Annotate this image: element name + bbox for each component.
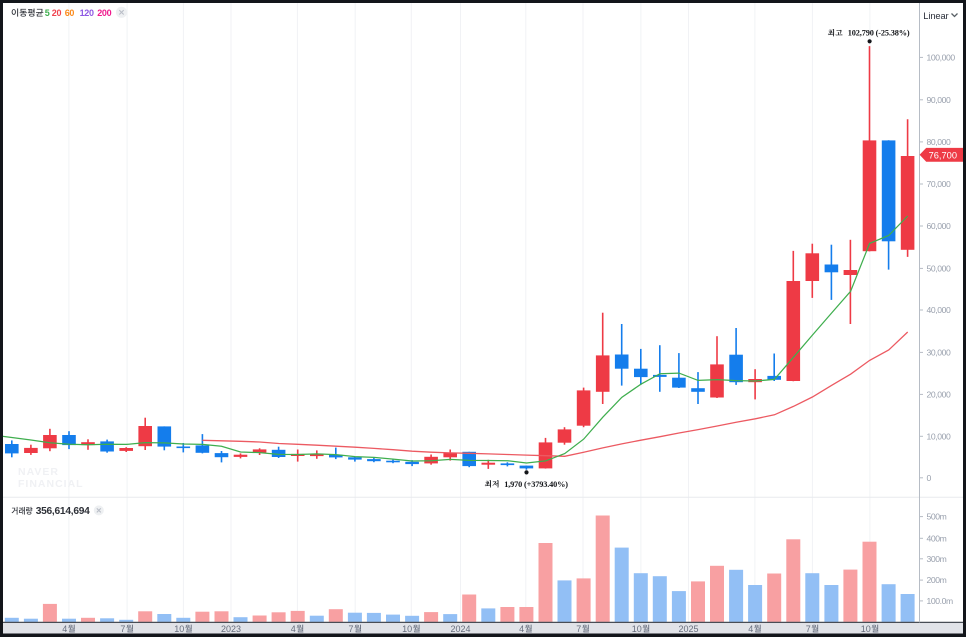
svg-text:0: 0 — [927, 473, 932, 483]
svg-text:200m: 200m — [927, 575, 947, 585]
svg-text:2025: 2025 — [678, 624, 698, 634]
svg-text:300m: 300m — [927, 554, 947, 564]
svg-text:5: 5 — [45, 8, 50, 18]
svg-text:2024: 2024 — [450, 624, 470, 634]
svg-text:7: 7 — [120, 624, 125, 634]
svg-text:76,700: 76,700 — [929, 151, 957, 161]
svg-text:NAVER: NAVER — [18, 466, 59, 478]
svg-text:4: 4 — [748, 624, 753, 634]
svg-text:100.0m: 100.0m — [927, 596, 954, 606]
svg-text:356,614,694: 356,614,694 — [36, 506, 90, 517]
svg-text:4: 4 — [519, 624, 524, 634]
svg-text:80,000: 80,000 — [927, 137, 952, 147]
svg-text:2023: 2023 — [221, 624, 241, 634]
svg-text:400m: 400m — [927, 533, 947, 543]
svg-text:20,000: 20,000 — [927, 390, 952, 400]
svg-text:50,000: 50,000 — [927, 264, 952, 274]
svg-text:10: 10 — [861, 624, 871, 634]
svg-text:10: 10 — [174, 624, 184, 634]
svg-text:1,970 (+3793.40%): 1,970 (+3793.40%) — [504, 480, 568, 489]
svg-text:10: 10 — [632, 624, 642, 634]
svg-text:200: 200 — [97, 8, 111, 18]
svg-text:7: 7 — [806, 624, 811, 634]
svg-text:100,000: 100,000 — [927, 53, 956, 63]
svg-text:4: 4 — [291, 624, 296, 634]
svg-text:4: 4 — [62, 624, 67, 634]
svg-text:70,000: 70,000 — [927, 179, 952, 189]
svg-text:Linear: Linear — [923, 11, 948, 21]
svg-text:90,000: 90,000 — [927, 95, 952, 105]
svg-text:FINANCIAL: FINANCIAL — [18, 478, 84, 490]
svg-text:40,000: 40,000 — [927, 305, 952, 315]
svg-text:10,000: 10,000 — [927, 431, 952, 441]
svg-text:20: 20 — [52, 8, 62, 18]
svg-text:60,000: 60,000 — [927, 221, 952, 231]
svg-text:30,000: 30,000 — [927, 348, 952, 358]
svg-text:102,790 (-25.38%): 102,790 (-25.38%) — [848, 29, 910, 38]
svg-text:60: 60 — [65, 8, 75, 18]
svg-text:120: 120 — [80, 8, 94, 18]
svg-text:500m: 500m — [927, 512, 947, 522]
svg-text:7: 7 — [349, 624, 354, 634]
svg-text:10: 10 — [402, 624, 412, 634]
svg-text:7: 7 — [576, 624, 581, 634]
